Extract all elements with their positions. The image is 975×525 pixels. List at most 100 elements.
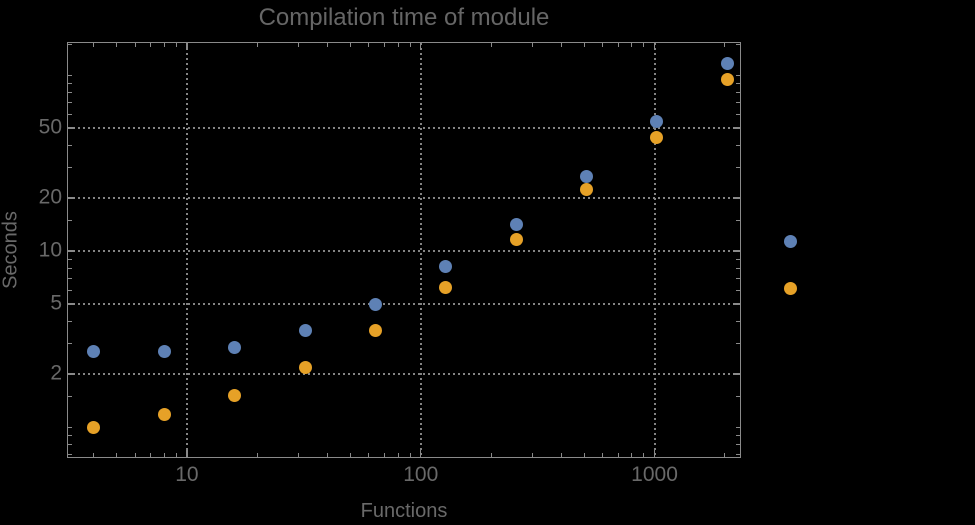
data-point-series-2 — [439, 281, 453, 295]
y-tick-minor-right — [736, 320, 740, 322]
y-tick-minor-right — [736, 258, 740, 260]
y-tick-minor-right — [736, 74, 740, 76]
x-tick-minor-bottom — [397, 452, 399, 457]
data-point-series-1 — [650, 115, 664, 129]
data-point-series-2 — [298, 361, 312, 375]
x-tick-minor-top — [349, 43, 351, 47]
x-tick-label: 1000 — [631, 463, 678, 486]
y-tick-major-right — [733, 303, 740, 305]
y-gridline — [68, 250, 740, 253]
x-tick-minor-top — [724, 43, 726, 47]
x-tick-minor-top — [134, 43, 136, 47]
x-tick-minor-bottom — [583, 452, 585, 457]
x-tick-minor-top — [116, 43, 118, 47]
y-tick-minor-right — [736, 219, 740, 221]
y-tick-minor-left — [68, 434, 72, 436]
y-tick-minor-left — [68, 101, 72, 103]
y-tick-major-left — [68, 303, 75, 305]
y-tick-major-right — [733, 197, 740, 199]
y-tick-minor-left — [68, 289, 72, 291]
y-tick-minor-right — [736, 434, 740, 436]
x-tick-minor-bottom — [150, 452, 152, 457]
data-point-series-2 — [509, 233, 523, 247]
x-gridline — [185, 43, 188, 457]
data-point-series-2 — [650, 130, 664, 144]
y-gridline — [68, 127, 740, 130]
y-tick-major-right — [733, 127, 740, 129]
y-axis-label: Seconds — [0, 211, 22, 289]
data-point-series-1 — [580, 169, 594, 183]
x-tick-minor-bottom — [327, 452, 329, 457]
x-tick-minor-top — [531, 43, 533, 47]
x-tick-minor-bottom — [409, 452, 411, 457]
x-tick-minor-top — [93, 43, 95, 47]
y-tick-minor-right — [736, 443, 740, 445]
data-point-series-2 — [580, 182, 594, 196]
x-tick-minor-bottom — [175, 452, 177, 457]
chart-title: Compilation time of module — [258, 4, 550, 31]
y-tick-minor-right — [736, 166, 740, 168]
y-tick-minor-left — [68, 74, 72, 76]
y-tick-minor-right — [736, 113, 740, 115]
x-gridline — [653, 43, 656, 457]
x-tick-minor-bottom — [116, 452, 118, 457]
y-tick-minor-left — [68, 395, 72, 397]
x-tick-major-bottom — [186, 449, 188, 457]
x-tick-major-top — [186, 43, 188, 50]
y-tick-minor-left — [68, 82, 72, 84]
data-point-series-1 — [228, 340, 242, 354]
x-tick-major-top — [419, 43, 422, 50]
y-tick-minor-right — [736, 426, 740, 428]
y-tick-minor-left — [68, 267, 72, 269]
x-tick-minor-top — [256, 43, 258, 47]
y-tick-minor-left — [68, 320, 72, 322]
y-tick-major-left — [68, 250, 75, 252]
x-tick-minor-top — [602, 43, 604, 47]
x-tick-minor-top — [583, 43, 585, 47]
x-tick-minor-bottom — [297, 452, 299, 457]
y-tick-minor-left — [68, 258, 72, 260]
y-tick-minor-right — [736, 395, 740, 397]
x-tick-minor-bottom — [93, 452, 95, 457]
data-point-series-1 — [720, 57, 734, 71]
y-tick-label: 50 — [38, 115, 62, 139]
y-tick-major-right — [733, 250, 740, 252]
y-tick-minor-left — [68, 443, 72, 445]
y-tick-minor-left — [68, 277, 72, 279]
x-tick-minor-top — [368, 43, 370, 47]
y-tick-label: 20 — [38, 185, 62, 209]
y-tick-minor-left — [68, 43, 72, 45]
x-tick-minor-bottom — [256, 452, 258, 457]
y-tick-minor-right — [736, 82, 740, 84]
x-tick-minor-top — [561, 43, 562, 47]
y-tick-minor-left — [68, 113, 72, 115]
legend-marker-series-1 — [783, 234, 797, 248]
x-tick-major-top — [653, 43, 656, 50]
y-tick-minor-right — [736, 144, 740, 146]
x-tick-minor-top — [617, 43, 619, 47]
x-axis-label: Functions — [360, 500, 448, 522]
y-tick-major-right — [733, 373, 740, 375]
x-tick-minor-bottom — [724, 452, 726, 457]
x-tick-minor-bottom — [531, 452, 533, 457]
y-tick-minor-left — [68, 166, 72, 168]
data-point-series-1 — [439, 259, 453, 273]
y-gridline — [68, 373, 740, 376]
data-point-series-1 — [509, 218, 523, 232]
y-tick-minor-right — [736, 43, 740, 45]
y-tick-major-left — [68, 127, 75, 129]
x-tick-minor-top — [490, 43, 492, 47]
x-tick-minor-top — [397, 43, 399, 47]
x-tick-major-bottom — [653, 449, 656, 457]
x-tick-minor-bottom — [384, 452, 386, 457]
plot-frame — [67, 42, 741, 458]
y-tick-minor-right — [736, 267, 740, 269]
y-tick-minor-left — [68, 144, 72, 146]
data-point-series-1 — [368, 297, 382, 311]
data-point-series-2 — [720, 72, 734, 86]
data-point-series-1 — [157, 344, 171, 358]
x-tick-minor-bottom — [643, 452, 645, 457]
x-tick-minor-bottom — [631, 452, 633, 457]
x-tick-minor-bottom — [617, 452, 619, 457]
y-tick-major-left — [68, 373, 75, 375]
